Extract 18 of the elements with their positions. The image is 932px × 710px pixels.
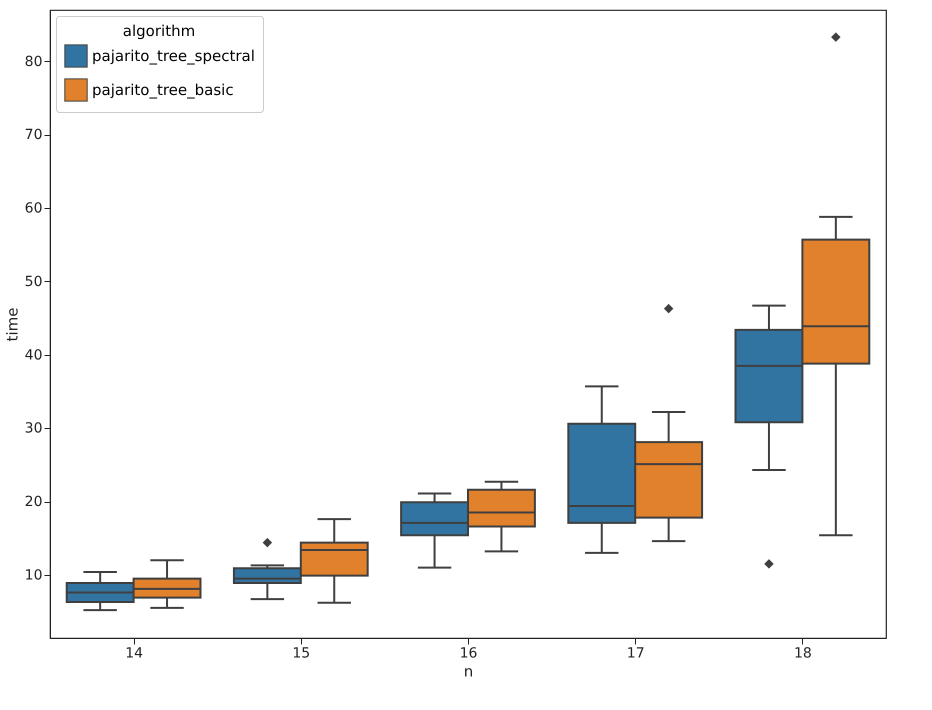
y-tick-label: 30 <box>24 420 42 437</box>
legend-label: pajarito_tree_basic <box>92 81 234 99</box>
legend-label: pajarito_tree_spectral <box>92 47 255 65</box>
x-tick-label: 14 <box>125 646 144 662</box>
x-tick-label: 17 <box>626 646 645 662</box>
y-tick-label: 80 <box>24 54 42 70</box>
x-tick-label: 16 <box>460 646 478 662</box>
x-tick-label: 15 <box>292 646 310 662</box>
y-tick-label: 40 <box>24 347 42 364</box>
legend-title: algorithm <box>122 22 196 40</box>
x-axis-title: n <box>464 662 474 680</box>
y-tick-label: 20 <box>24 494 42 510</box>
y-tick-label: 50 <box>24 274 42 290</box>
y-axis-title: time <box>4 308 22 342</box>
x-tick-label: 18 <box>794 646 812 662</box>
y-tick-label: 60 <box>24 200 42 217</box>
y-tick-label: 70 <box>24 127 42 144</box>
y-tick-label: 10 <box>24 567 42 584</box>
